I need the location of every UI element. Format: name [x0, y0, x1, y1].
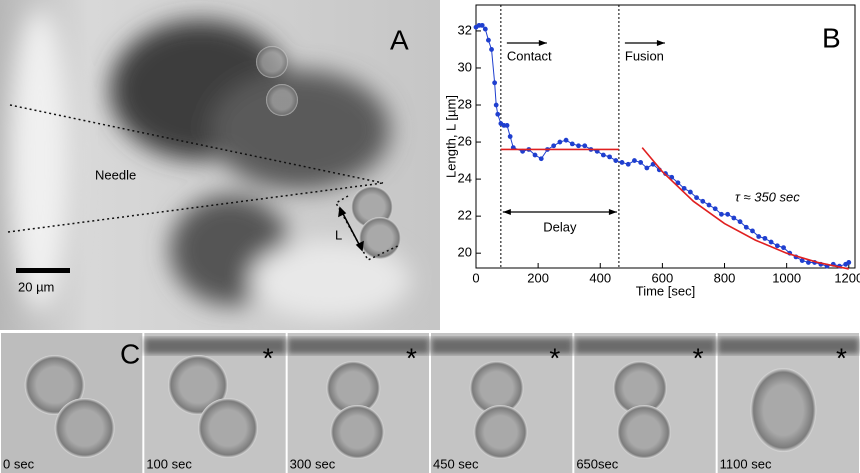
- data-point: [582, 143, 587, 148]
- frame-time: 450 sec: [433, 456, 479, 471]
- y-axis-label: Length, L [µm]: [443, 95, 458, 178]
- plot-frame: [476, 5, 855, 268]
- y-tick-label: 20: [458, 245, 472, 260]
- frame: 650sec *: [574, 333, 715, 473]
- y-tick-label: 24: [458, 171, 472, 186]
- data-point: [613, 158, 618, 163]
- data-point: [738, 219, 743, 224]
- data-point: [713, 206, 718, 211]
- frame-time: 300 sec: [290, 456, 336, 471]
- x-tick-label: 400: [589, 270, 611, 285]
- cell: [55, 398, 115, 458]
- data-point: [731, 216, 736, 221]
- data-point: [576, 143, 581, 148]
- x-axis-label: Time [sec]: [636, 283, 695, 298]
- data-point: [551, 143, 556, 148]
- data-point: [744, 225, 749, 230]
- data-point: [601, 153, 606, 158]
- data-point: [763, 236, 768, 241]
- needle-marker: *: [836, 342, 847, 373]
- annotation: Contact: [507, 48, 552, 63]
- data-point: [494, 103, 499, 108]
- data-point: [725, 212, 730, 217]
- data-point: [480, 23, 485, 28]
- frame-time: 0 sec: [3, 456, 35, 471]
- data-point: [539, 156, 544, 161]
- x-tick-label: 800: [714, 270, 736, 285]
- scale-bar: [16, 268, 70, 273]
- frame-time: 100 sec: [146, 456, 192, 471]
- x-tick-label: 200: [527, 270, 549, 285]
- data-point: [694, 195, 699, 200]
- data-point: [564, 138, 569, 143]
- y-tick-label: 26: [458, 133, 472, 148]
- panel-label: B: [822, 22, 841, 53]
- x-tick-label: 1000: [772, 270, 801, 285]
- data-point: [483, 27, 488, 32]
- x-tick-label: 0: [472, 270, 479, 285]
- data-point: [846, 260, 851, 265]
- needle-marker: *: [263, 342, 274, 373]
- data-point: [486, 38, 491, 43]
- cell: [198, 398, 258, 458]
- annotation: Fusion: [625, 48, 664, 63]
- data-point: [607, 154, 612, 159]
- panel-label: C: [120, 338, 140, 369]
- frame-time: 1100 sec: [720, 456, 772, 471]
- cell: [617, 405, 671, 459]
- needle-marker: *: [406, 342, 417, 373]
- y-tick-label: 30: [458, 59, 472, 74]
- panel-label: A: [390, 24, 409, 55]
- x-tick-label: 1200: [834, 270, 860, 285]
- needle-label: Needle: [95, 167, 136, 182]
- data-point: [557, 140, 562, 145]
- annotation: τ ≈ 350 sec: [735, 189, 800, 204]
- cell: [330, 405, 384, 459]
- data-point: [508, 134, 513, 139]
- data-point: [533, 153, 538, 158]
- data-point: [781, 245, 786, 250]
- y-tick-label: 28: [458, 96, 472, 111]
- data-point: [489, 47, 494, 52]
- data-point: [707, 203, 712, 208]
- frame: 1100 sec *: [718, 333, 859, 473]
- data-point: [719, 212, 724, 217]
- data-point: [688, 190, 693, 195]
- scale-bar-label: 20 µm: [18, 279, 54, 294]
- frame: 450 sec *: [431, 333, 572, 473]
- data-point: [492, 80, 497, 85]
- needle-marker: *: [549, 342, 560, 373]
- data-point: [756, 234, 761, 239]
- cell: [750, 368, 816, 452]
- figure: Needle L A 20 µm 02004006008001000120020…: [0, 0, 860, 473]
- data-point: [638, 160, 643, 165]
- y-tick-label: 22: [458, 208, 472, 223]
- panel-a: Needle L A 20 µm: [0, 0, 440, 330]
- data-point: [700, 199, 705, 204]
- data-point: [775, 243, 780, 248]
- frame-time: 650sec: [576, 456, 618, 471]
- data-point: [769, 240, 774, 245]
- frame: 300 sec *: [288, 333, 429, 473]
- data-point: [632, 158, 637, 163]
- data-point: [570, 142, 575, 147]
- needle-marker: *: [693, 342, 704, 373]
- frame: 100 sec *: [144, 333, 285, 473]
- data-point: [495, 112, 500, 117]
- data-point: [620, 160, 625, 165]
- cell: [474, 405, 528, 459]
- y-tick-label: 32: [458, 22, 472, 37]
- annotation: Delay: [543, 219, 577, 234]
- length-label: L: [335, 227, 342, 242]
- data-point: [750, 229, 755, 234]
- data-point: [644, 166, 649, 171]
- data-point: [505, 123, 510, 128]
- data-point: [626, 162, 631, 167]
